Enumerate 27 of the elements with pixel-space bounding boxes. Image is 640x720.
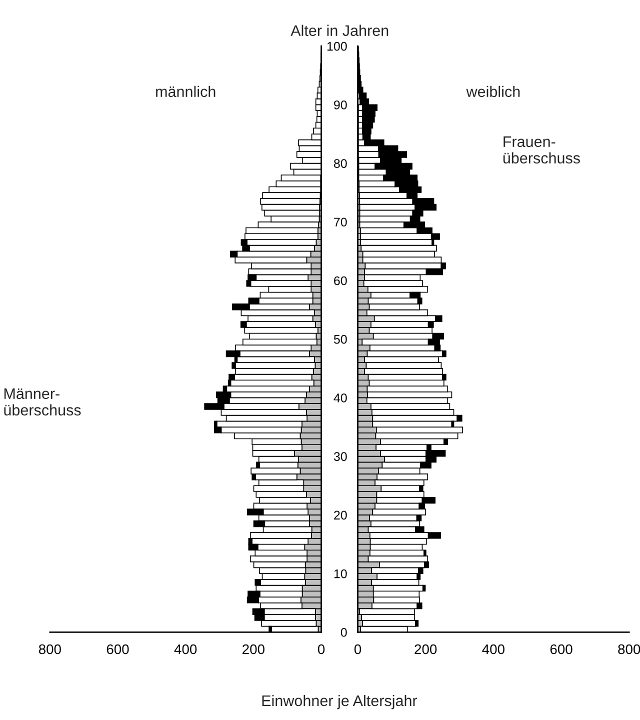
text: männlich xyxy=(156,86,216,98)
x-tick-label: 0 xyxy=(354,644,362,654)
x-tick-label: 600 xyxy=(550,644,572,654)
y-tick-label: 0 xyxy=(340,628,347,637)
x-tick-label: 600 xyxy=(106,644,129,654)
y-tick-label: 100 xyxy=(327,42,347,51)
y-tick-label: 10 xyxy=(334,569,347,578)
annotation: Männer- überschuss xyxy=(4,388,81,416)
x-tick-label: 0 xyxy=(318,644,325,654)
y-tick-label: 70 xyxy=(334,218,347,227)
y-tick-label: 20 xyxy=(334,510,347,520)
x-tick-label: 400 xyxy=(174,644,197,654)
x-axis-title: Einwohner je Altersjahr xyxy=(262,694,418,710)
text: weiblich xyxy=(466,86,520,98)
x-tick-label: 400 xyxy=(482,644,504,654)
x-tick-label: 800 xyxy=(618,644,640,654)
y-tick-label: 80 xyxy=(334,159,347,168)
y-tick-label: 30 xyxy=(334,452,347,461)
annotation: Frauen- überschuss xyxy=(503,136,580,164)
y-tick-label: 60 xyxy=(334,276,347,286)
x-tick-label: 200 xyxy=(414,644,437,654)
y-axis-title: Alter in Jahren xyxy=(290,24,388,36)
y-tick-label: 90 xyxy=(334,100,347,110)
y-tick-label: 40 xyxy=(334,394,347,402)
x-tick-label: 800 xyxy=(38,644,61,654)
x-tick-label: 200 xyxy=(242,644,264,654)
y-tick-label: 50 xyxy=(334,334,347,344)
